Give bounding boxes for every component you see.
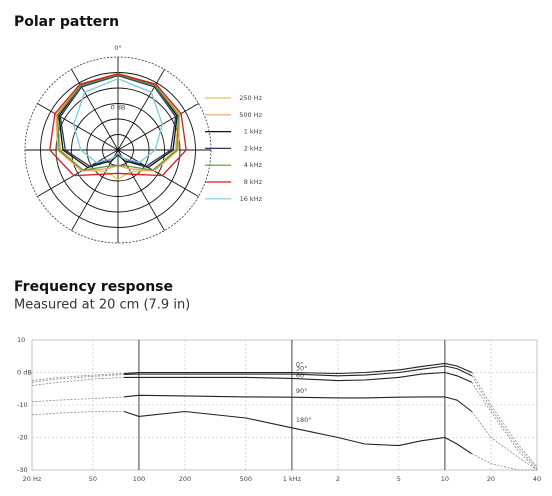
response-extension — [31, 377, 125, 386]
legend-label: 16 kHz — [240, 195, 263, 203]
legend-label: 8 kHz — [244, 178, 263, 186]
response-extension — [471, 372, 538, 468]
r-tick-label: 0 dB — [111, 104, 126, 112]
response-line — [123, 410, 473, 455]
subtitle: Measured at 20 cm (7.9 in) — [14, 298, 190, 313]
response-extension — [471, 375, 538, 469]
legend-label: 4 kHz — [244, 161, 263, 169]
x-tick-label: 10 — [441, 475, 449, 483]
x-tick-label: 500 — [240, 475, 252, 483]
spoke — [71, 149, 119, 231]
series-label: 180° — [296, 416, 312, 424]
x-tick-label: 2 — [336, 475, 340, 483]
series-label: 90° — [296, 387, 308, 395]
x-tick-label: 100 — [133, 475, 145, 483]
series-label: 60° — [296, 371, 308, 379]
legend-label: 1 kHz — [244, 128, 263, 136]
polar-curve — [58, 73, 178, 169]
spoke — [71, 69, 119, 151]
response-line — [124, 394, 473, 412]
x-tick-label: 50 — [89, 475, 97, 483]
spoke — [37, 149, 119, 197]
polar-curve — [56, 74, 180, 171]
x-tick-label: 40 — [533, 475, 541, 483]
x-tick-label: 1 kHz — [283, 475, 302, 483]
response-line — [124, 362, 473, 375]
response-extension — [471, 382, 538, 471]
polar-curve — [73, 77, 163, 164]
y-tick-label: -30 — [17, 466, 28, 474]
legend-label: 500 Hz — [239, 111, 262, 119]
spoke — [117, 149, 165, 231]
spoke — [37, 103, 119, 151]
section-title: Frequency response — [14, 279, 173, 295]
y-tick-label: -10 — [17, 401, 28, 409]
response-extension — [31, 396, 125, 403]
polar-curve — [49, 73, 187, 177]
series-label: 0° — [296, 361, 303, 369]
x-tick-label: 5 — [397, 475, 401, 483]
legend-label: 2 kHz — [244, 144, 263, 152]
x-tick-label: 20 Hz — [23, 475, 42, 483]
response-extension — [31, 411, 125, 416]
response-extension — [31, 373, 125, 381]
response-extension — [471, 453, 537, 471]
spoke — [117, 69, 165, 151]
response-line — [124, 365, 473, 377]
response-line — [124, 371, 473, 383]
x-tick-label: 20 — [487, 475, 495, 483]
x-tick-label: 200 — [179, 475, 191, 483]
series-label: 30° — [296, 365, 308, 373]
section-title: Polar pattern — [14, 14, 119, 30]
y-tick-label: 0 dB — [17, 369, 32, 377]
spoke — [117, 103, 199, 151]
response-extension — [471, 411, 538, 471]
legend-label: 250 Hz — [239, 94, 262, 102]
spoke — [117, 149, 199, 197]
y-tick-label: 10 — [17, 336, 25, 344]
angle-label: 0° — [114, 44, 121, 52]
y-tick-label: -20 — [17, 434, 28, 442]
